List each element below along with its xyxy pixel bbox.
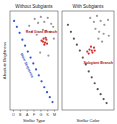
point	[91, 51, 93, 53]
point	[94, 28, 96, 30]
point	[13, 20, 15, 22]
point	[47, 54, 49, 56]
point	[46, 43, 48, 45]
point	[43, 44, 45, 46]
point	[70, 31, 72, 33]
point	[103, 33, 105, 35]
marks	[67, 15, 110, 104]
x-tick-label: F	[33, 113, 36, 117]
point	[82, 56, 84, 58]
point	[86, 50, 88, 52]
point	[103, 24, 105, 26]
point	[32, 62, 34, 64]
point	[97, 88, 99, 90]
point	[96, 15, 98, 17]
point	[43, 38, 45, 40]
point	[94, 50, 96, 52]
point	[37, 22, 39, 24]
point	[34, 18, 36, 20]
point	[49, 96, 51, 98]
point	[47, 17, 49, 19]
point	[53, 38, 55, 40]
x-tick-label: O	[12, 113, 15, 117]
point	[108, 35, 110, 37]
x-label: Stellar Type	[23, 118, 46, 123]
x-tick	[54, 110, 55, 112]
point	[93, 21, 95, 23]
point	[42, 41, 44, 43]
point	[91, 50, 93, 52]
annotation: Subgiant Branch	[83, 61, 113, 65]
point	[19, 32, 21, 34]
point	[67, 24, 69, 26]
point	[16, 26, 18, 28]
x-tick-label: B	[19, 113, 22, 117]
point	[89, 17, 91, 19]
point	[21, 39, 23, 41]
point	[45, 37, 47, 39]
point	[50, 23, 52, 25]
plot-frame	[10, 11, 58, 110]
x-tick	[40, 110, 41, 112]
x-tick	[34, 110, 35, 112]
point	[35, 68, 37, 70]
x-tick	[20, 110, 21, 112]
point	[98, 31, 100, 33]
annotation: Red Giant Branch	[26, 30, 58, 34]
x-tick-label: G	[39, 113, 42, 117]
annotation: Main Sequence	[19, 53, 34, 79]
point	[103, 98, 105, 100]
point	[29, 56, 31, 58]
marks	[13, 16, 55, 103]
x-tick	[47, 110, 48, 112]
point	[79, 50, 81, 52]
x-tick-label: K	[47, 113, 50, 117]
point	[94, 82, 96, 84]
point	[76, 44, 78, 46]
point	[24, 45, 26, 47]
point	[46, 91, 48, 93]
point	[40, 16, 42, 18]
point	[43, 86, 45, 88]
x-tick-label: A	[26, 113, 29, 117]
point	[39, 51, 41, 53]
point	[97, 38, 99, 40]
y-label: Absolute Brightness	[2, 42, 7, 79]
panel: With Subgiants Stellar Color Subgiant Bran…	[62, 4, 114, 123]
point	[88, 52, 90, 54]
point	[51, 101, 53, 103]
point	[101, 41, 103, 43]
point	[43, 21, 45, 23]
point	[88, 49, 90, 51]
point	[38, 74, 40, 76]
plot-frame	[62, 11, 114, 110]
x-tick-label: M	[53, 113, 56, 117]
point	[40, 80, 42, 82]
point	[107, 19, 109, 21]
title: With Subgiants	[73, 4, 105, 9]
point	[91, 76, 93, 78]
point	[28, 25, 30, 27]
point	[105, 102, 107, 104]
panel: Without Subgiants Stellar Type Absolute Br…	[2, 4, 58, 123]
point	[90, 46, 92, 48]
x-tick	[27, 110, 28, 112]
chart-root: Without Subgiants Stellar Type Absolute Br…	[0, 0, 117, 124]
point	[45, 39, 47, 41]
point	[44, 42, 46, 44]
x-tick	[13, 110, 14, 112]
point	[52, 26, 54, 28]
title: Without Subgiants	[15, 4, 53, 9]
point	[100, 93, 102, 95]
point	[27, 50, 29, 52]
x-label: Stellar Color	[76, 118, 100, 123]
point	[88, 70, 90, 72]
point	[73, 38, 75, 40]
point	[93, 47, 95, 49]
point	[100, 20, 102, 22]
